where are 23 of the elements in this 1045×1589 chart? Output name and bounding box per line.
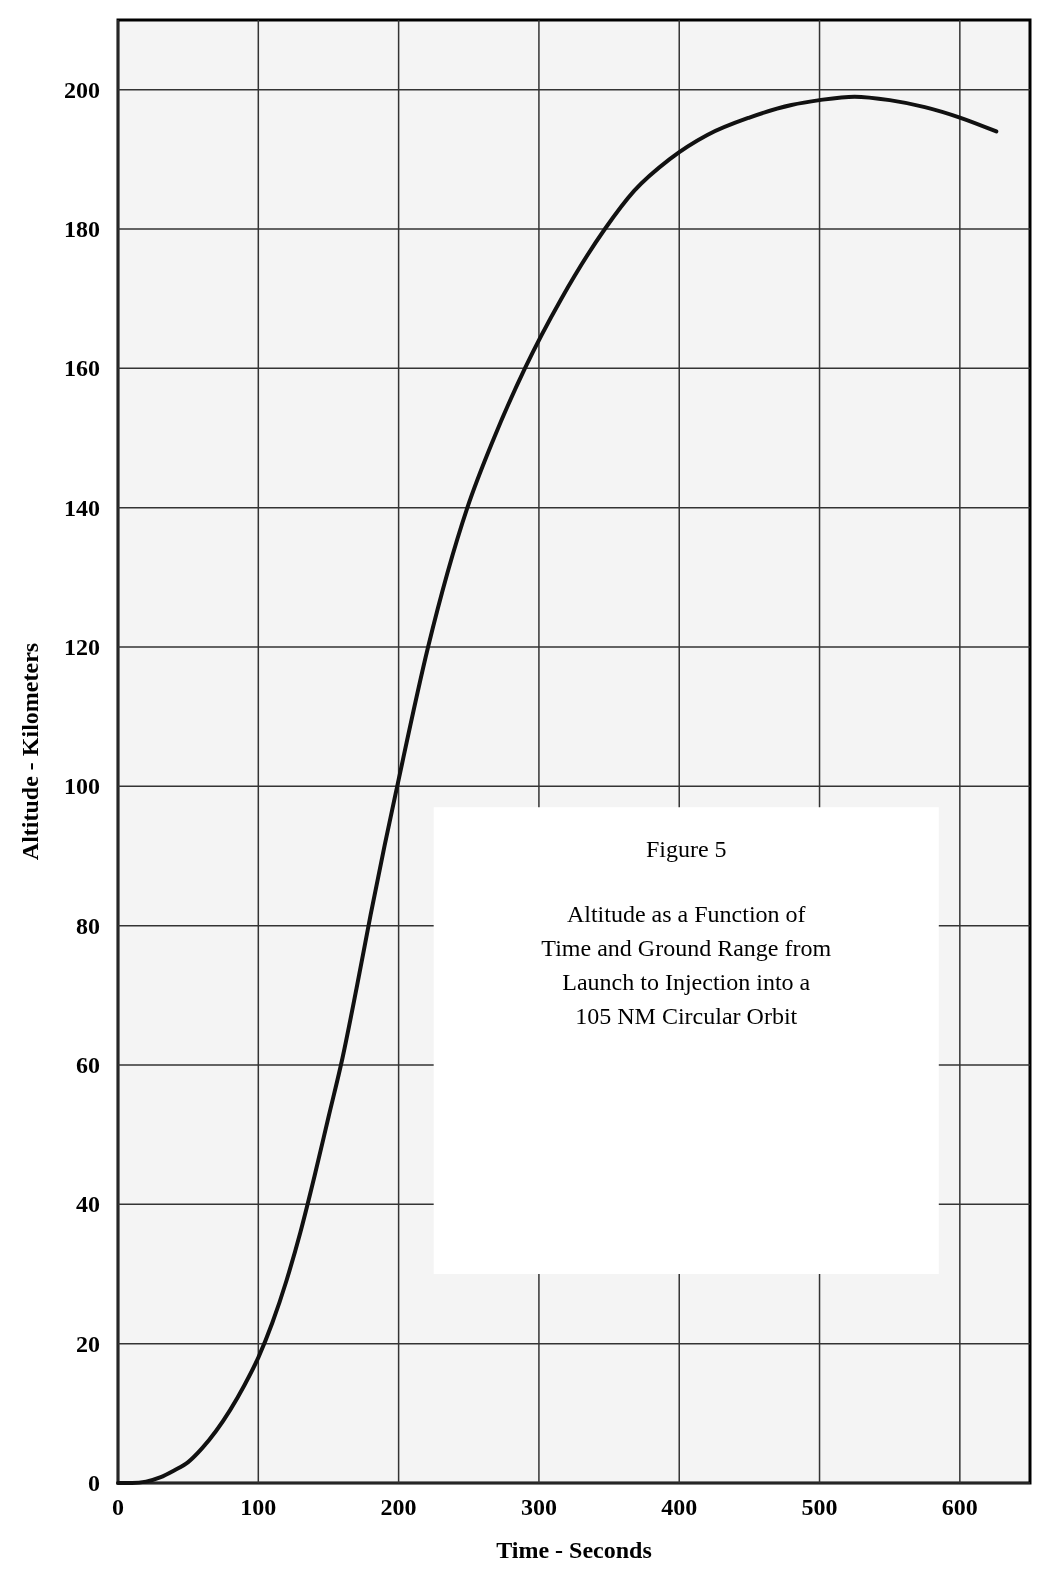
y-tick-label: 0 — [88, 1470, 100, 1496]
text: Altitude as a Function of Time and Ground Range from Launch to Injection into a 105 NM Circular Orbit — [541, 901, 832, 1030]
y-tick-label: 40 — [76, 1191, 100, 1218]
y-tick-label: 140 — [64, 494, 100, 521]
x-tick-label: 100 — [240, 1494, 277, 1520]
y-tick-label: 120 — [64, 634, 100, 660]
y-tick-label: 160 — [64, 355, 100, 382]
x-tick-label: 0 — [112, 1494, 124, 1520]
y-tick-label: 180 — [64, 216, 100, 242]
y-tick-label: 60 — [76, 1052, 100, 1078]
text: Figure 5 — [645, 836, 727, 863]
y-tick-label: 20 — [76, 1330, 100, 1357]
y-tick-label: 200 — [64, 76, 100, 103]
x-tick-label: 400 — [661, 1494, 698, 1520]
y-tick-label: 100 — [64, 773, 100, 800]
x-tick-label: 500 — [801, 1494, 838, 1520]
y-axis-title: Altitude - Kilometers — [17, 642, 43, 861]
line-series — [116, 94, 999, 1485]
x-tick-label: 600 — [941, 1494, 978, 1520]
x-tick-label: 300 — [520, 1494, 557, 1520]
y-tick-label: 80 — [76, 912, 100, 939]
x-axis-title: Time - Seconds — [496, 1537, 652, 1563]
x-tick-label: 200 — [380, 1494, 417, 1520]
